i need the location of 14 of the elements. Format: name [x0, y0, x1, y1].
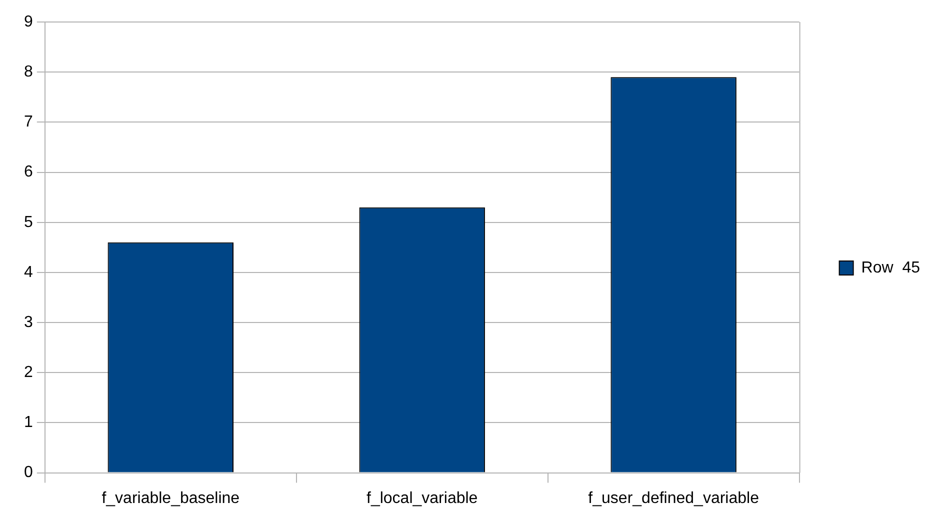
- y-tick-label: 9: [24, 13, 33, 30]
- y-tick-label: 1: [24, 414, 33, 432]
- y-tick-label: 7: [24, 114, 33, 131]
- y-tick-label: 0: [24, 464, 33, 482]
- x-tick-label: f_user_defined_variable: [588, 490, 760, 507]
- y-tick-label: 6: [24, 164, 33, 181]
- x-tick-label: f_local_variable: [366, 490, 478, 507]
- x-tick-label: f_variable_baseline: [102, 490, 240, 507]
- y-tick-label: 5: [24, 214, 33, 231]
- y-tick-label: 8: [24, 63, 33, 80]
- legend-label: Row 45: [861, 259, 920, 276]
- y-tick-label: 3: [24, 314, 33, 331]
- y-tick-label: 4: [24, 264, 33, 281]
- y-tick-label: 2: [24, 364, 33, 382]
